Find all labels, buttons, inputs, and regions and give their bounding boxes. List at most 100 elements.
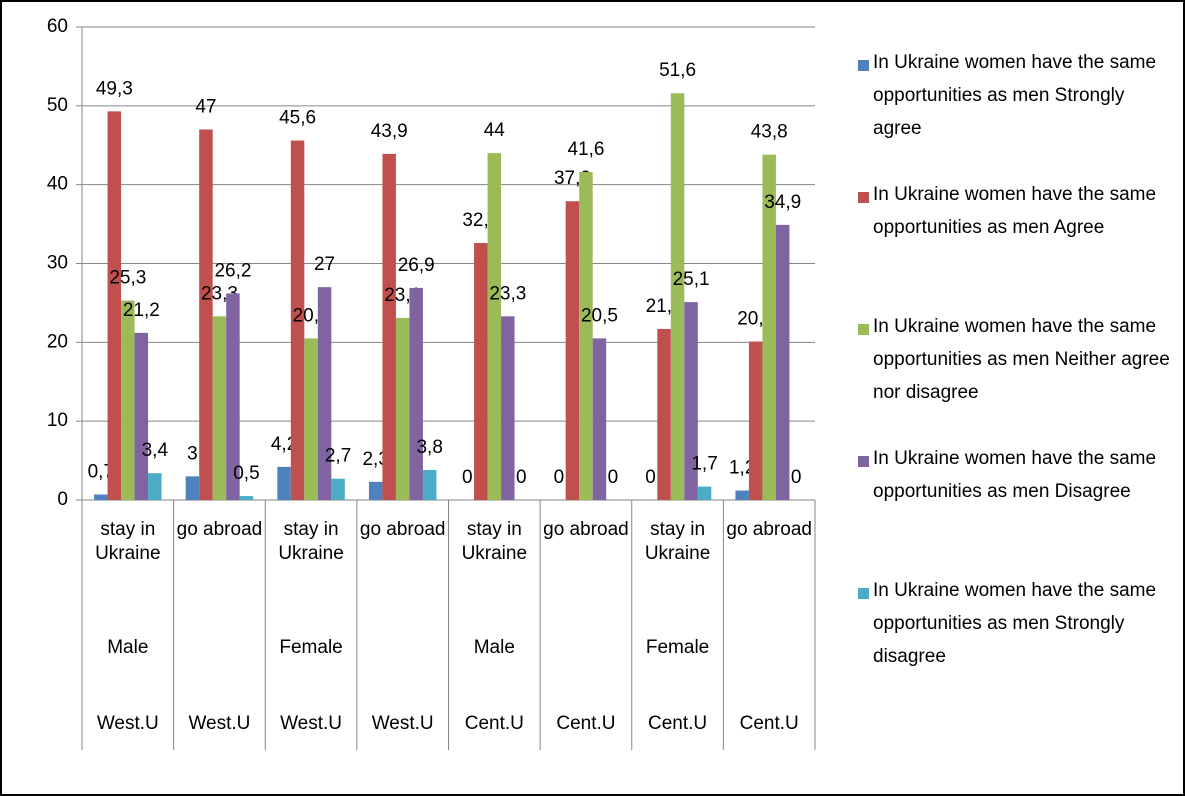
x-region-label-box: West.U [188, 713, 250, 734]
bar [368, 481, 383, 500]
data-label: 23,3 [489, 283, 526, 304]
data-label: 2,7 [325, 446, 351, 467]
data-label: 20,5 [581, 305, 618, 326]
bar [579, 172, 593, 500]
x-group-label-box: Female [279, 637, 343, 658]
x-tick-label-box: go abroad [726, 519, 812, 540]
data-label: 45,6 [279, 108, 316, 129]
x-region-label-box: West.U [371, 713, 434, 734]
bar [185, 476, 200, 500]
data-label: 25,3 [109, 268, 146, 289]
x-group-label-box: Female [645, 637, 710, 658]
x-tick-label-box: go abroad [543, 519, 629, 540]
x-tick-label: go abroad [543, 519, 629, 540]
x-region-label-box: West.U [96, 713, 159, 734]
data-label: 3,8 [416, 437, 442, 458]
bar [277, 466, 291, 500]
data-label: 21,2 [123, 300, 160, 321]
x-region-label-box: Cent.U [648, 713, 707, 734]
x-region-label: West.U [371, 713, 434, 734]
legend-label-box: In Ukraine women have the same opportuni… [873, 184, 1157, 238]
bar [395, 317, 410, 500]
y-tick-label: 50 [47, 95, 68, 116]
x-tick-label-box: go abroad [176, 519, 263, 540]
data-label: 49,3 [96, 78, 133, 99]
data-label: 27 [314, 254, 335, 275]
bar [199, 129, 213, 500]
legend-label: In Ukraine women have the same opportuni… [873, 448, 1157, 502]
x-tick-label: stay in Ukraine [644, 519, 711, 564]
legend-label-box: In Ukraine women have the same opportuni… [873, 580, 1157, 667]
bar [304, 338, 318, 500]
bar [94, 494, 108, 500]
bar [290, 140, 305, 500]
legend-swatch [858, 192, 869, 203]
bar [121, 300, 135, 500]
x-tick-label-box: stay in Ukraine [278, 519, 343, 564]
bar [684, 302, 698, 500]
bar [762, 154, 776, 500]
data-label: 0 [645, 467, 656, 488]
x-tick-label-box: stay in Ukraine [644, 519, 711, 564]
data-label: 0,7 [88, 461, 114, 482]
x-group-label: Female [279, 637, 343, 658]
x-region-label-box: Cent.U [739, 713, 799, 734]
bar [107, 111, 122, 500]
data-label: 3,4 [142, 440, 169, 461]
y-tick-label: 20 [47, 331, 68, 352]
x-group-label: Female [645, 637, 710, 658]
bar [226, 293, 240, 500]
bar [317, 287, 332, 500]
x-region-label: West.U [96, 713, 159, 734]
legend-label-box: In Ukraine women have the same opportuni… [873, 52, 1156, 139]
legend-label-box: In Ukraine women have the same opportuni… [873, 448, 1157, 502]
bar [748, 341, 763, 500]
x-group-label-box: Male [473, 637, 515, 658]
bar [565, 201, 580, 500]
bar [501, 316, 515, 500]
data-label: 0,5 [233, 463, 259, 484]
data-label: 44 [484, 120, 506, 141]
bar [239, 496, 254, 500]
bar [382, 153, 396, 500]
x-group-label-box: Male [107, 637, 148, 658]
data-label: 41,6 [567, 139, 604, 160]
x-group-label: Male [473, 637, 515, 658]
data-label: 47 [195, 96, 216, 117]
data-label: 0 [462, 467, 473, 488]
x-region-label-box: Cent.U [465, 713, 524, 734]
bar [148, 473, 162, 500]
bar [331, 478, 345, 500]
x-tick-label: go abroad [359, 519, 446, 540]
legend-label: In Ukraine women have the same opportuni… [873, 580, 1157, 667]
x-tick-label-box: stay in Ukraine [461, 519, 528, 564]
x-region-label: West.U [280, 713, 343, 734]
x-tick-label: go abroad [726, 519, 812, 540]
bar [474, 243, 488, 500]
data-label: 1,2 [729, 458, 755, 479]
data-label: 26,9 [398, 255, 435, 276]
legend-swatch [858, 324, 869, 335]
x-region-label: Cent.U [739, 713, 799, 734]
data-label: 4,2 [271, 434, 297, 455]
legend-swatch [858, 456, 869, 467]
x-region-label: Cent.U [556, 713, 616, 734]
data-label: 0 [554, 467, 565, 488]
bar [134, 332, 149, 500]
data-label: 51,6 [659, 60, 696, 81]
legend-label: In Ukraine women have the same opportuni… [873, 316, 1170, 403]
bar [657, 328, 671, 500]
data-label: 0 [516, 467, 527, 488]
y-tick-label: 60 [47, 16, 68, 37]
x-tick-label: go abroad [176, 519, 263, 540]
data-label: 1,7 [691, 454, 717, 475]
x-tick-label-box: go abroad [359, 519, 446, 540]
data-label: 0 [791, 467, 802, 488]
data-label: 0 [608, 467, 619, 488]
legend-label: In Ukraine women have the same opportuni… [873, 184, 1157, 238]
y-tick-label: 30 [47, 253, 68, 274]
bar [487, 153, 502, 500]
data-label: 3 [187, 443, 198, 464]
bar [670, 93, 685, 500]
x-tick-label: stay in Ukraine [461, 519, 528, 564]
